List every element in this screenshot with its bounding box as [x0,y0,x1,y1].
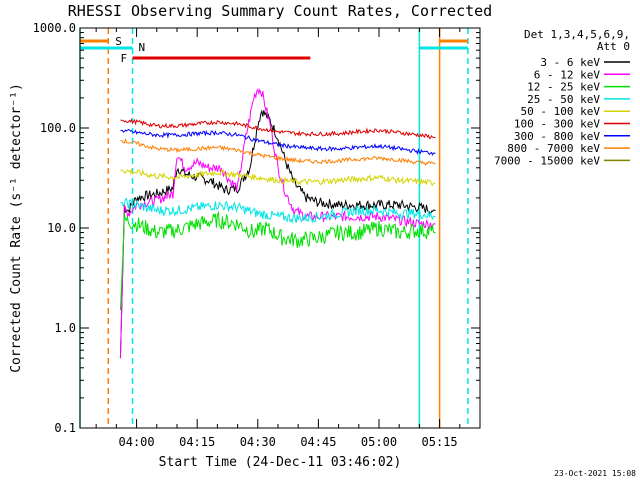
x-tick-label: 04:15 [179,435,215,449]
legend-label: 50 - 100 keV [521,105,601,118]
flare-label: F [121,52,128,65]
legend-label: 100 - 300 keV [514,118,600,131]
saa-label: S [115,35,122,48]
night-label: N [139,41,146,54]
legend-header-line-2: Att 0 [597,40,630,53]
legend-label: 800 - 7000 keV [507,142,600,155]
y-axis-label: Corrected Count Rate (s⁻¹ detector⁻¹) [9,83,24,373]
y-axis: 0.1 1.0 10.0 100.0 1000.0 [33,21,480,435]
status-markers: S NF [80,35,468,65]
x-axis: 04:00 04:15 04:30 04:45 05:00 05:15 [95,28,481,449]
x-tick-label: 04:00 [119,435,155,449]
x-axis-label: Start Time (24-Dec-11 03:46:02) [159,455,402,470]
x-tick-label: 04:30 [240,435,276,449]
legend-label: 7000 - 15000 keV [494,154,600,167]
legend-header-line-1: Det 1,3,4,5,6,9, [524,28,630,41]
footer-date: 23-Oct-2021 15:08 [554,469,636,478]
y-tick-label: 1000.0 [33,21,76,35]
y-tick-label: 1.0 [54,321,76,335]
y-tick-label: 100.0 [40,121,76,135]
series-line [119,87,436,359]
series-line [120,138,436,167]
series-line [120,167,436,187]
series-line [119,109,436,359]
legend-label: 25 - 50 keV [527,93,600,106]
x-tick-label: 05:15 [422,435,458,449]
series-line [120,128,436,156]
legend-label: 6 - 12 keV [534,68,601,81]
series-line [120,118,436,140]
y-tick-label: 0.1 [54,421,76,435]
y-tick-label: 10.0 [47,221,76,235]
legend-label: 300 - 800 keV [514,130,600,143]
series-line [119,210,436,311]
chart-title: RHESSI Observing Summary Count Rates, Co… [68,2,492,20]
x-tick-label: 05:00 [361,435,397,449]
series-group [119,87,436,359]
series-line [120,197,436,224]
x-tick-label: 04:45 [300,435,336,449]
legend-label: 3 - 6 keV [540,56,600,69]
legend-label: 12 - 25 keV [527,81,600,94]
